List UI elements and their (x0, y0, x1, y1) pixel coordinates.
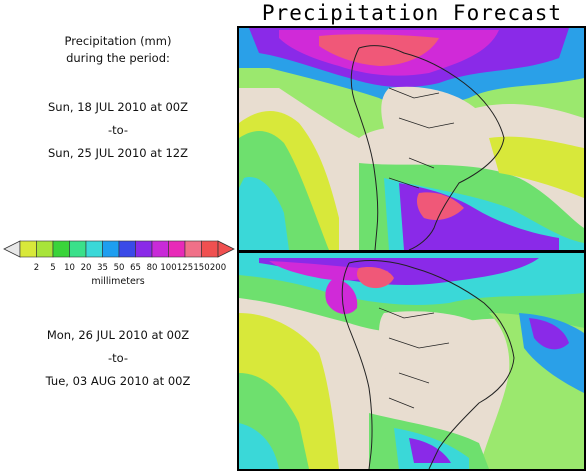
legend-tick-label: 5 (50, 263, 55, 273)
header-line-2: during the period: (66, 51, 170, 65)
map-2-precip-west-cyan (239, 423, 279, 469)
legend-tick-label: 10 (64, 263, 75, 273)
map-1-land-interior (381, 86, 490, 188)
period-2-start: Mon, 26 JUL 2010 at 00Z (46, 328, 190, 342)
legend-swatch (52, 240, 70, 258)
period-1-label: Sun, 18 JUL 2010 at 00Z -to- Sun, 25 JUL… (0, 99, 236, 162)
legend-swatch (102, 240, 120, 258)
forecast-map-period-2 (237, 251, 586, 471)
legend-swatch (201, 240, 219, 258)
period-1-start: Sun, 18 JUL 2010 at 00Z (48, 100, 188, 114)
map-2-coastline (341, 260, 515, 469)
period-2-end: Tue, 03 AUG 2010 at 00Z (45, 374, 191, 388)
legend-tick-labels: 2 5 10 20 35 50 65 80 100 125 150 200 (34, 263, 226, 273)
header-line-1: Precipitation (mm) (64, 34, 172, 48)
period-1-end: Sun, 25 JUL 2010 at 12Z (48, 146, 188, 160)
legend-high-arrow (217, 240, 235, 258)
legend-swatch (151, 240, 169, 258)
map-1-coastline (350, 45, 505, 250)
map-2-borders (378, 307, 450, 409)
legend-tick-label: 2 (34, 263, 39, 273)
map-2-canvas (239, 253, 584, 469)
period-header: Precipitation (mm) during the period: (0, 33, 236, 67)
legend-tick-label: 150 (193, 263, 209, 273)
map-1-precip-east-yellow (489, 136, 584, 198)
map-1-precip-west-cyan (239, 177, 289, 250)
legend-tick-label: 50 (114, 263, 125, 273)
map-2-precip-nw-cluster (325, 278, 358, 315)
map-2-precip-east-purple (529, 318, 569, 350)
map-1-canvas (239, 28, 584, 250)
legend-tick-label: 65 (130, 263, 141, 273)
legend-swatch (135, 240, 153, 258)
legend-unit: millimeters (91, 276, 144, 287)
legend-tick-label: 125 (177, 263, 193, 273)
legend-swatch (36, 240, 54, 258)
forecast-map-period-1 (237, 26, 586, 252)
legend-boxes (19, 240, 219, 258)
legend-swatch (118, 240, 136, 258)
map-1-borders (388, 87, 455, 189)
legend-swatch (85, 240, 103, 258)
legend-swatch (184, 240, 202, 258)
map-2-land-interior (379, 311, 503, 422)
page-title: Precipitation Forecast (261, 1, 563, 25)
legend-low-arrow (3, 240, 21, 258)
color-legend: 2 5 10 20 35 50 65 80 100 125 150 200 millimeters (3, 240, 235, 287)
map-2-precip-cluster-red (356, 267, 394, 289)
legend-tick-label: 80 (147, 263, 158, 273)
period-2-separator: -to- (107, 351, 129, 365)
legend-swatch (19, 240, 37, 258)
period-1-separator: -to- (107, 123, 129, 137)
period-2-label: Mon, 26 JUL 2010 at 00Z -to- Tue, 03 AUG… (0, 327, 236, 390)
map-1-precip-north-red (319, 34, 439, 66)
legend-tick-label: 35 (97, 263, 108, 273)
map-2-precip-north-purple (259, 258, 539, 286)
legend-tick-label: 20 (81, 263, 92, 273)
legend-tick-label: 200 (210, 263, 226, 273)
legend-tick-label: 100 (160, 263, 176, 273)
map-1-precip-se-red (416, 192, 464, 220)
map-2-precip-south-purple (409, 438, 451, 463)
legend-swatch (168, 240, 186, 258)
legend-swatch (69, 240, 87, 258)
